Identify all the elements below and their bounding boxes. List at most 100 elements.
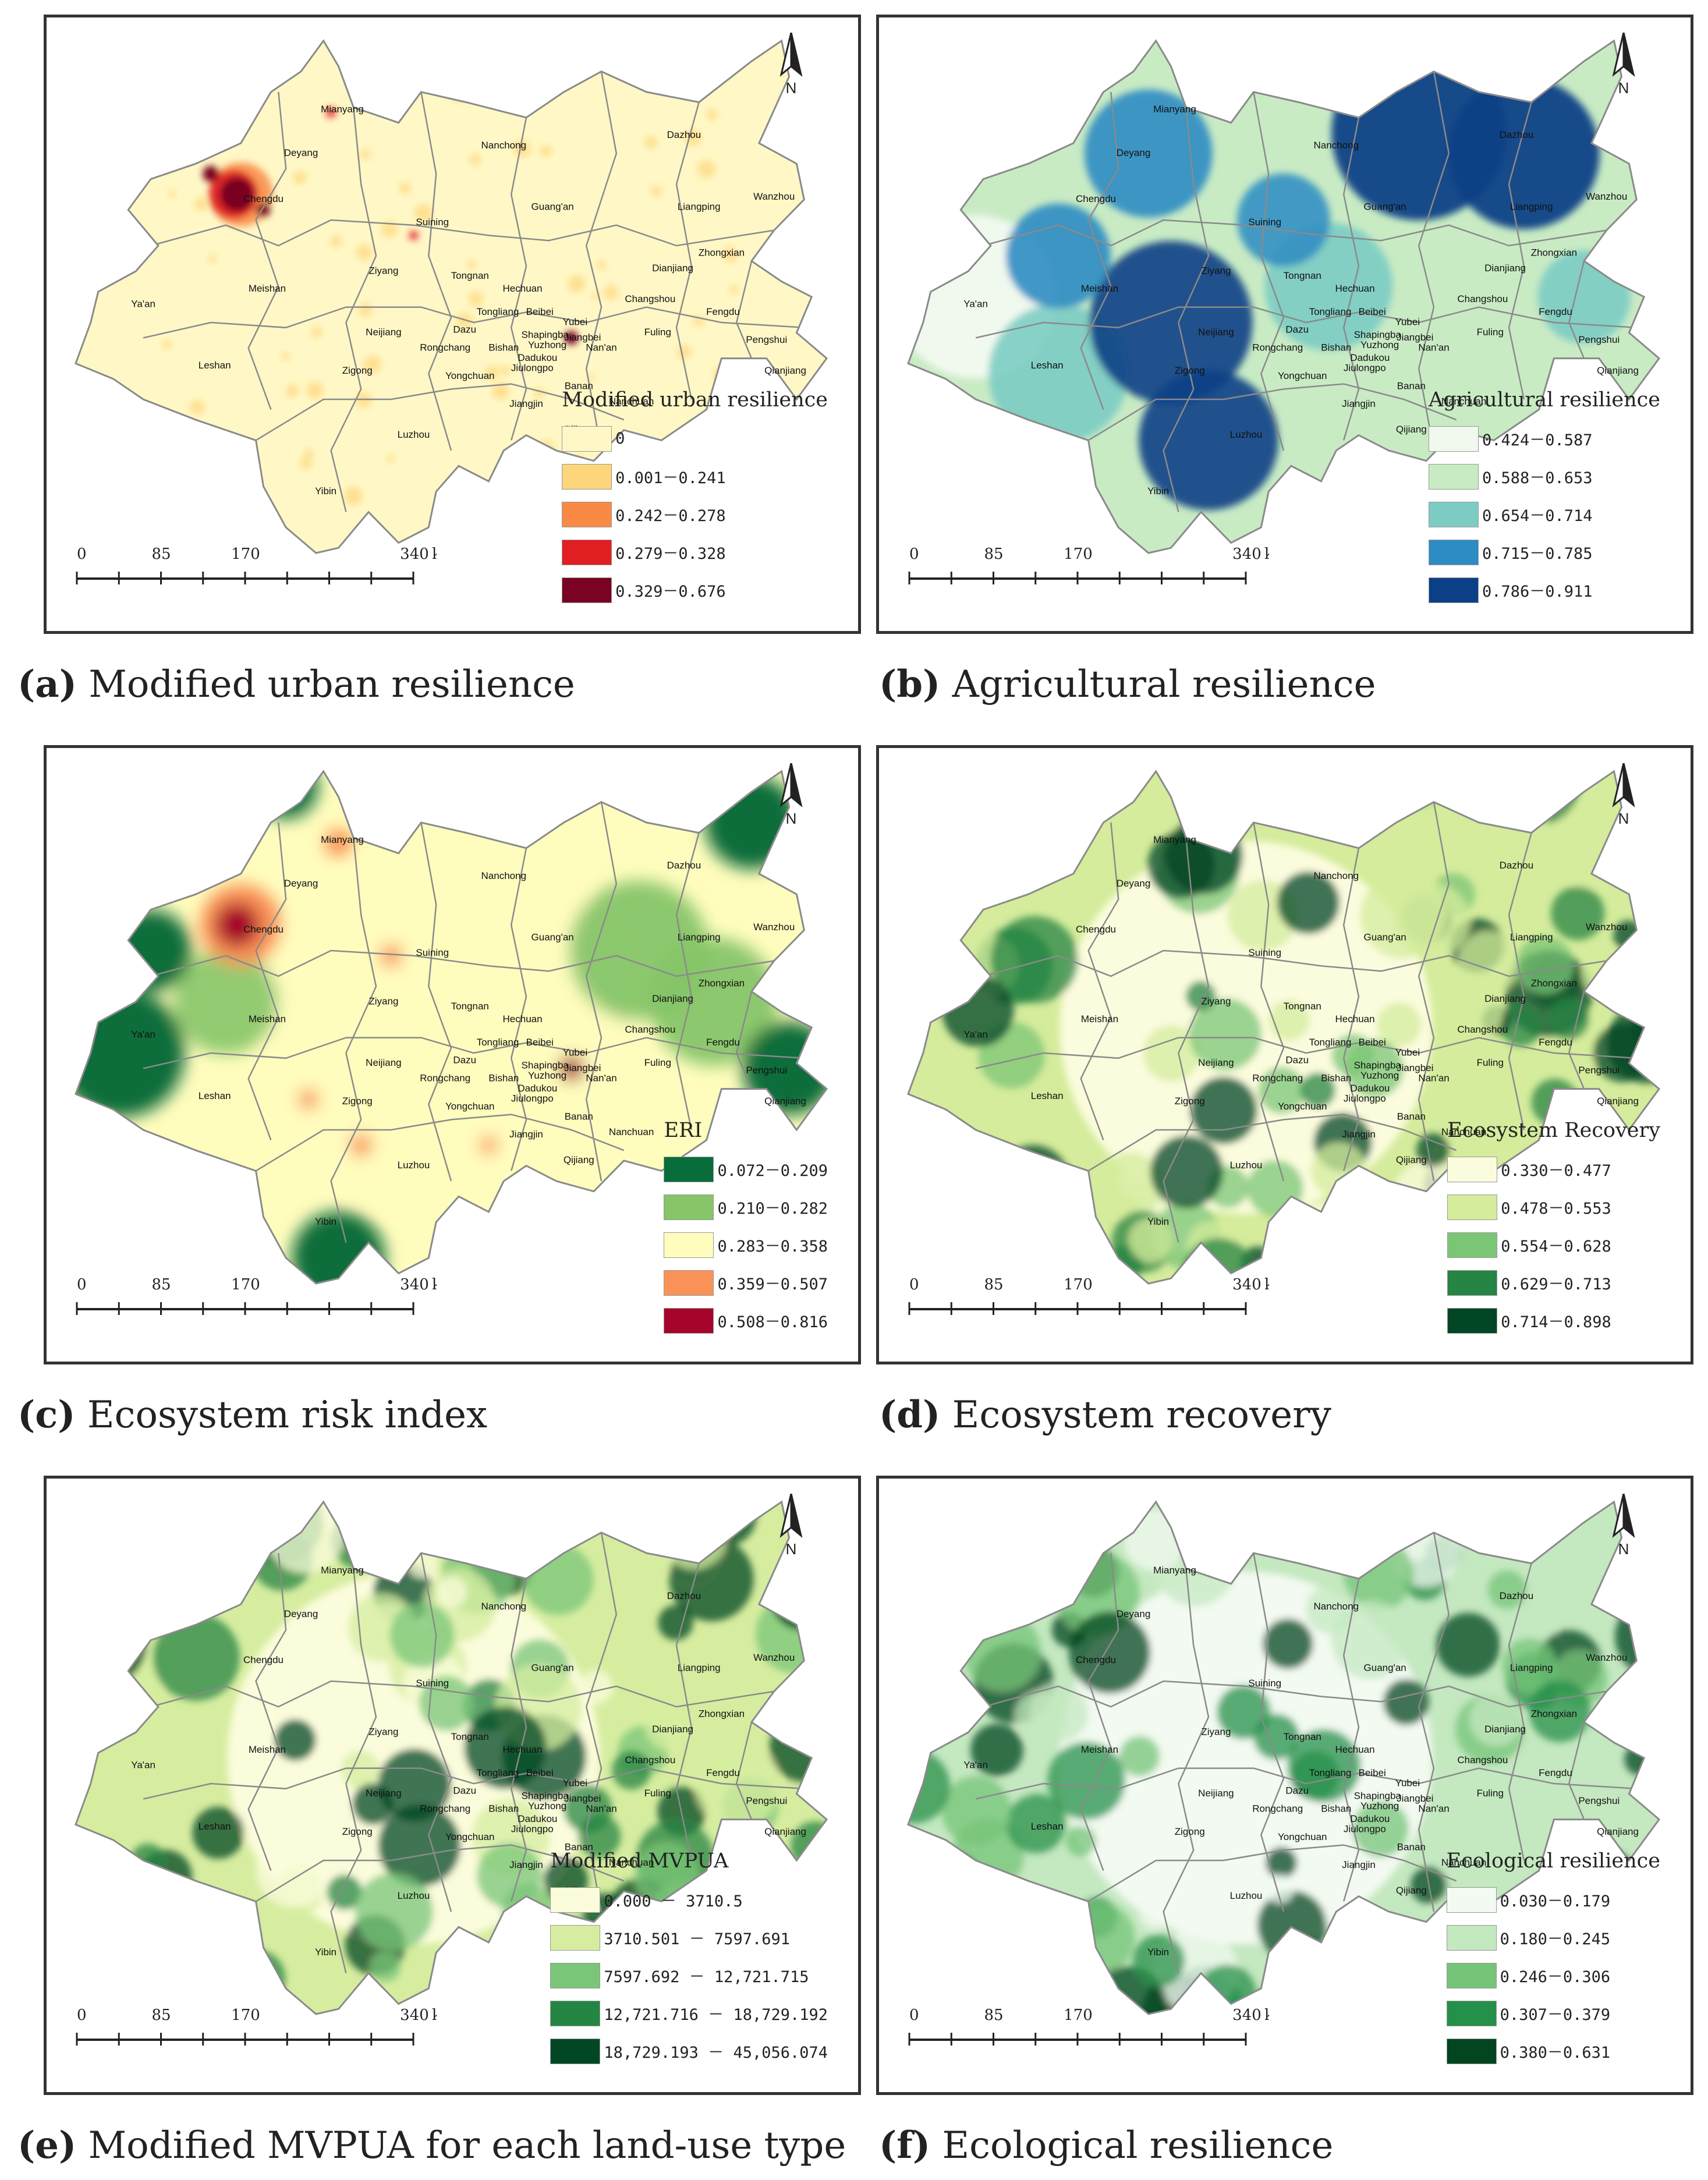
city-label: Yibin: [1147, 485, 1169, 497]
city-label: Yongchuan: [1278, 370, 1327, 381]
raster-patch: [194, 197, 208, 211]
legend-swatch: [1428, 463, 1479, 490]
raster-patch: [603, 285, 619, 300]
city-label: Hechuan: [1335, 1744, 1375, 1755]
legend-item: 0.554－0.628: [1447, 1226, 1660, 1264]
raster-patch: [76, 1633, 117, 1696]
city-label: Nanchong: [481, 1601, 527, 1612]
raster-patch: [304, 448, 314, 459]
panel-caption-d: (d) Ecosystem recovery: [879, 1393, 1331, 1437]
raster-patch: [1189, 998, 1261, 1070]
city-label: Jiangbei: [564, 1793, 601, 1804]
city-label: Dazhou: [1500, 860, 1534, 871]
city-label: Nan'an: [586, 1803, 616, 1814]
raster-patch: [1186, 1502, 1246, 1533]
raster-patch: [1441, 980, 1504, 1043]
city-label: Chengdu: [243, 193, 284, 204]
district-boundary: [510, 848, 527, 1171]
city-label: Fengdu: [706, 306, 740, 317]
city-label: Liangping: [678, 931, 721, 942]
city-label: Yuzhong: [1360, 339, 1399, 350]
raster-patch: [1436, 1612, 1500, 1677]
city-label: Dianjiang: [1484, 993, 1526, 1004]
raster-patch: [476, 1842, 543, 1908]
district-boundary: [735, 261, 753, 359]
city-label: Guang'an: [1364, 201, 1406, 212]
raster-patch: [645, 1700, 696, 1752]
raster-patch: [579, 1669, 614, 1704]
city-label: Chengdu: [1076, 924, 1116, 935]
raster-patch: [517, 1920, 555, 1959]
city-label: Wanzhou: [1586, 921, 1627, 933]
city-label: Jiulongpo: [511, 1093, 554, 1104]
scale-bar: 0 85 170 340km: [76, 543, 455, 607]
raster-patch: [1642, 1683, 1659, 1717]
legend-item: 0.000 － 3710.5: [550, 1881, 828, 1919]
svg-text:km: km: [432, 2007, 437, 2024]
district-boundary: [420, 1552, 452, 1912]
raster-patch: [299, 457, 313, 470]
city-label: Ziyang: [1201, 1726, 1231, 1737]
scale-bar: 0 85 170 340km: [908, 543, 1288, 607]
city-label: Yuzhong: [1360, 1070, 1399, 1081]
raster-patch: [1479, 1846, 1529, 1896]
raster-patch: [568, 275, 586, 293]
city-label: Banan: [1397, 380, 1426, 391]
legend-item: 0.714－0.898: [1447, 1302, 1660, 1339]
raster-patch: [1345, 1263, 1379, 1284]
raster-patch: [771, 1570, 827, 1630]
district-boundary: [255, 383, 625, 441]
city-label: Liangping: [1510, 931, 1553, 942]
raster-patch: [544, 466, 552, 474]
city-label: Banan: [565, 1111, 593, 1122]
city-label: Luzhou: [398, 1890, 430, 1901]
map-panel-f: Mianyang Nanchong Dazhou Deyang Chengdu Suini…: [876, 1476, 1693, 2095]
raster-patch: [389, 1603, 455, 1668]
raster-patch: [1499, 771, 1579, 825]
city-label: Ya'an: [131, 1760, 155, 1771]
district-boundary: [585, 802, 618, 1182]
city-label: Nanchuan: [609, 1126, 654, 1137]
raster-patch: [1132, 1934, 1185, 1987]
city-label: Fengdu: [706, 1037, 740, 1048]
svg-text:85: 85: [151, 1276, 171, 1293]
city-label: Jiangbei: [564, 1062, 601, 1073]
raster-patch: [1439, 1502, 1494, 1531]
city-label: Yongchuan: [445, 370, 494, 381]
city-label: Tongliang: [1309, 1037, 1352, 1048]
legend-label: 0.242－0.278: [615, 507, 726, 525]
city-label: Tongnan: [1284, 1731, 1321, 1742]
district-boundary: [510, 117, 527, 441]
raster-patch: [1331, 771, 1409, 823]
city-label: Liangping: [1510, 201, 1553, 212]
legend-item: 0.210－0.282: [664, 1188, 828, 1226]
study-area-outline: [907, 770, 1661, 1285]
legend-item: 0: [562, 420, 828, 458]
city-label: Guang'an: [531, 931, 574, 942]
raster-patch: [341, 1750, 380, 1789]
city-label: Suining: [416, 217, 449, 228]
city-label: Meishan: [249, 283, 286, 294]
raster-patch: [1047, 1742, 1126, 1820]
district-boundary: [143, 1037, 805, 1069]
raster-patch: [801, 1710, 827, 1742]
raster-patch: [325, 107, 336, 118]
city-label: Yubei: [563, 1777, 588, 1788]
district-boundary: [675, 1563, 700, 1861]
city-label: Jiangbei: [1397, 1793, 1433, 1804]
legend-item: 0.329－0.676: [562, 571, 828, 609]
legend-label: 0.715－0.785: [1482, 545, 1593, 563]
raster-patch: [937, 1533, 1012, 1608]
city-label: Fuling: [644, 1788, 671, 1799]
raster-patch: [1290, 1750, 1340, 1800]
svg-text:N: N: [1618, 79, 1629, 97]
raster-patch: [1266, 1847, 1297, 1878]
city-label: Guang'an: [531, 201, 574, 212]
city-label: Nanchuan: [1441, 1126, 1487, 1137]
city-label: Hechuan: [503, 1013, 543, 1025]
raster-patch: [1309, 345, 1438, 474]
legend-title: Modified urban resilience: [562, 388, 828, 412]
city-label: Fengdu: [1539, 306, 1572, 317]
city-label: Rongchang: [1252, 1803, 1303, 1814]
city-label: Dianjiang: [652, 1724, 693, 1735]
